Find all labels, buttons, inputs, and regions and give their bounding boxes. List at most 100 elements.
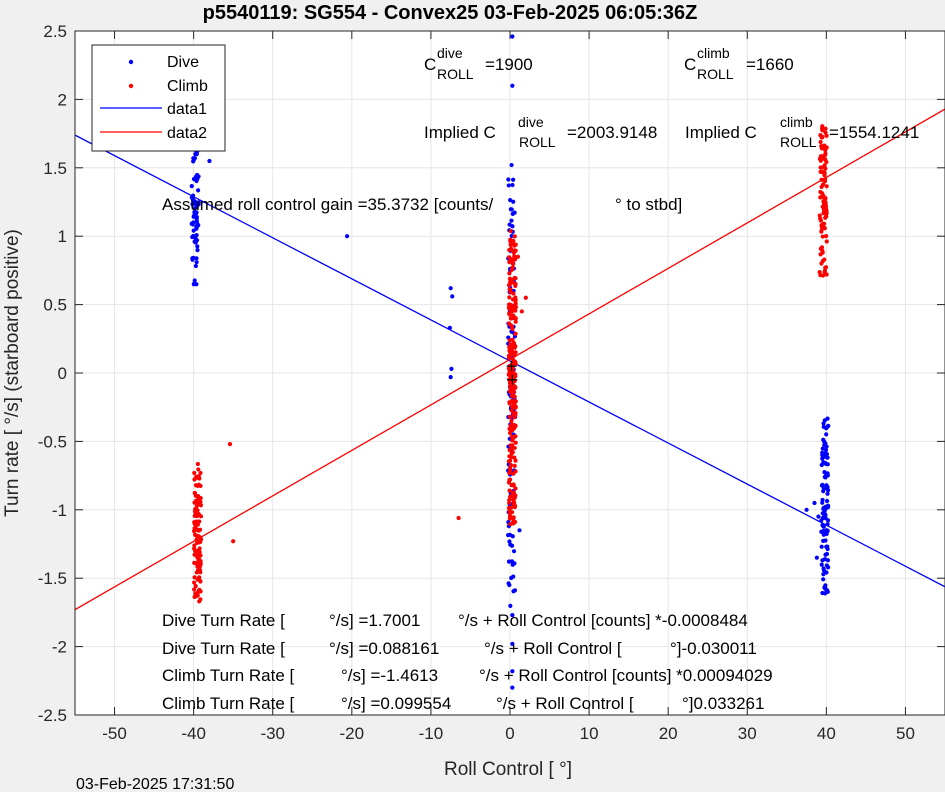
data-point (194, 498, 199, 503)
data-point (447, 325, 452, 330)
data-point (820, 124, 825, 129)
data-point (823, 265, 829, 270)
data-point (195, 244, 200, 249)
data-point (510, 34, 515, 39)
data-point (192, 532, 198, 537)
data-point (820, 482, 825, 487)
fit3-part-a: Climb Turn Rate [ (162, 666, 295, 685)
implied-dive-annotation: Implied C dive ROLL =2003.9148 (424, 114, 657, 150)
implied-dive-value: =2003.9148 (567, 123, 657, 142)
data-point (819, 544, 824, 549)
data-point (507, 414, 512, 419)
data-point (512, 445, 517, 451)
data-point (507, 559, 512, 564)
data-point (820, 446, 825, 451)
data-point (822, 257, 827, 262)
implied-dive-sub: ROLL (519, 134, 556, 150)
data-point (207, 158, 212, 164)
data-point (818, 169, 823, 174)
data-point (198, 483, 203, 489)
data-point (192, 281, 197, 286)
data-point (509, 424, 514, 429)
data-point (511, 471, 516, 476)
data-point (194, 537, 199, 542)
data-point (510, 83, 515, 88)
data-point (510, 182, 515, 188)
data-point (511, 499, 517, 505)
data-point (804, 507, 809, 512)
data-point (823, 448, 829, 453)
data-point (825, 485, 830, 490)
c-dive-sup: dive (437, 45, 463, 61)
data-point (825, 488, 831, 493)
data-point (823, 166, 828, 171)
y-tick-label: -0.5 (38, 432, 67, 451)
data-point (507, 295, 512, 300)
data-point (824, 272, 829, 277)
data-point (192, 543, 197, 548)
implied-climb-prefix: Implied C (685, 123, 757, 142)
x-tick-label: 10 (580, 724, 599, 743)
data-point (506, 459, 512, 464)
data-point (510, 534, 515, 539)
data-point (198, 537, 204, 542)
data-point (510, 211, 515, 216)
c-roll-dive-annotation: C dive ROLL =1900 (424, 45, 533, 82)
data-point (822, 268, 828, 273)
data-point (819, 165, 824, 170)
data-point (191, 220, 196, 225)
data-point (507, 338, 512, 343)
data-point (508, 228, 513, 234)
data-point (507, 488, 512, 493)
fit2-part-a: Dive Turn Rate [ (162, 639, 285, 658)
data-point (820, 456, 825, 461)
data-point (510, 224, 515, 229)
data-point (510, 641, 515, 646)
data-point (819, 518, 824, 523)
data-point (509, 267, 514, 273)
data-point (192, 580, 197, 585)
y-tick-label: 0.5 (43, 296, 67, 315)
data-point (818, 139, 823, 145)
fit-line-data1 (75, 134, 945, 588)
data-point (193, 263, 198, 269)
gain-unit: ° to stbd] (615, 195, 682, 214)
data-point (507, 276, 513, 281)
data-point (511, 399, 516, 404)
implied-climb-sub: ROLL (780, 134, 817, 150)
data-point (507, 454, 512, 459)
data-point (511, 241, 516, 247)
data-points (189, 34, 831, 690)
data-point (515, 254, 521, 259)
data-point (818, 218, 824, 223)
data-point (192, 587, 197, 592)
y-tick-label: 2 (58, 90, 67, 109)
fit4-part-a: Climb Turn Rate [ (162, 694, 295, 713)
data-point (820, 128, 825, 133)
data-point (512, 385, 517, 391)
data-point (507, 271, 512, 276)
data-point (820, 497, 825, 503)
data-point (509, 505, 514, 510)
data-point (196, 556, 201, 562)
series-climb (191, 124, 829, 604)
data-point (523, 295, 528, 300)
data-point (819, 195, 824, 200)
data-point (190, 257, 195, 262)
data-point (511, 434, 516, 440)
data-point (189, 183, 194, 189)
data-point (823, 234, 829, 239)
data-point (512, 353, 517, 358)
data-point (513, 319, 518, 324)
data-point (193, 152, 198, 157)
data-point (196, 474, 201, 479)
data-point (507, 368, 512, 374)
x-axis-label: Roll Control [ °] (444, 759, 572, 780)
x-tick-label: -40 (181, 724, 206, 743)
data-point (511, 238, 516, 243)
data-point (191, 156, 196, 161)
y-tick-label: -2 (52, 638, 67, 657)
data-point (825, 491, 830, 496)
c-dive-sub: ROLL (437, 66, 474, 82)
